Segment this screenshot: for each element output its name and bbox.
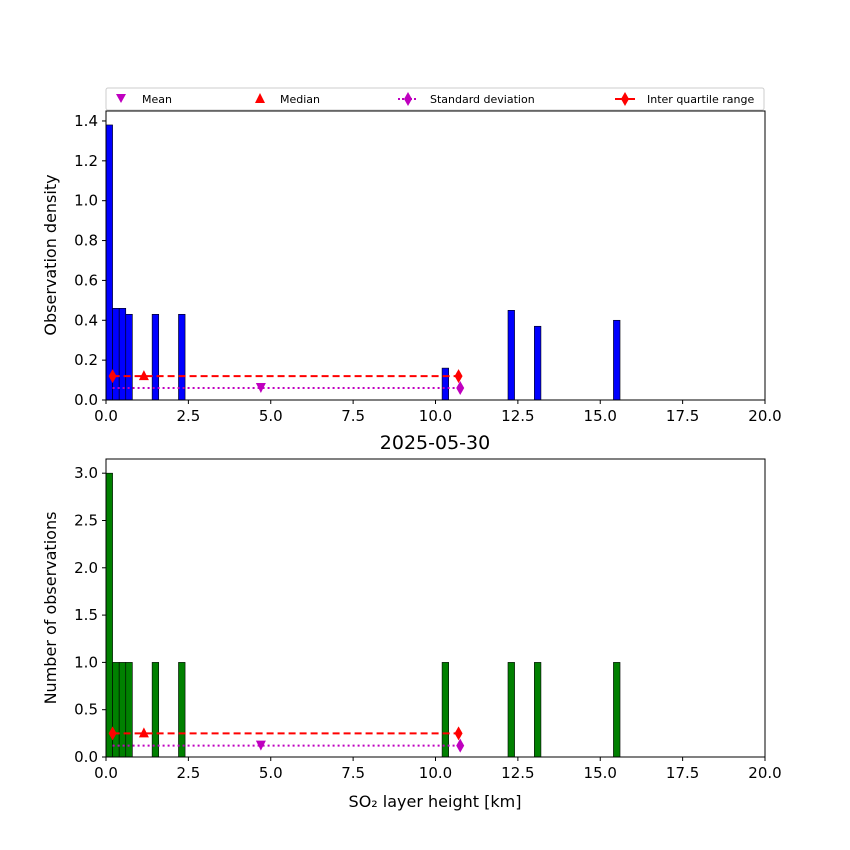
density-y-tick-label: 1.4 — [74, 112, 98, 130]
density-y-tick-label: 1.0 — [74, 192, 98, 210]
density-bar — [118, 308, 127, 401]
count-iqr-marker — [108, 726, 117, 741]
chart-title: 2025-05-30 — [380, 432, 490, 454]
count-bar — [112, 662, 120, 758]
density-y-tick-label: 0.2 — [74, 351, 98, 369]
count-mean-marker — [255, 740, 266, 751]
count-bar — [125, 662, 133, 758]
x-axis-label: SO₂ layer height [km] — [349, 792, 522, 811]
legend-label-iqr: Inter quartile range — [647, 93, 754, 106]
legend-label-median: Median — [280, 93, 320, 106]
count-bars — [105, 472, 621, 758]
density-iqr-marker — [454, 369, 463, 384]
count-bar — [151, 662, 160, 758]
count-y-tick-label: 0.5 — [74, 701, 98, 719]
count-bar — [178, 662, 186, 758]
count-histogram-panel: 2025-05-30 0.0 0.5 1.0 1.5 2.0 2.5 3.0 0.0 2.5 5… — [41, 432, 782, 811]
density-bar — [534, 325, 542, 401]
density-x-tick-label: 15.0 — [584, 407, 617, 425]
legend-entry-median: Median — [255, 93, 320, 106]
density-bar — [105, 124, 113, 401]
density-median-marker — [138, 370, 149, 381]
density-x-tick-label: 17.5 — [666, 407, 699, 425]
count-x-tick-label: 12.5 — [501, 764, 534, 782]
density-statistics — [108, 369, 465, 396]
count-median-marker — [138, 727, 149, 738]
density-y-tick-label: 0.4 — [74, 311, 98, 329]
density-x-tick-label: 20.0 — [748, 407, 781, 425]
density-y-tick-label: 0.0 — [74, 391, 98, 409]
density-bar — [441, 367, 449, 401]
count-x-tick-label: 10.0 — [419, 764, 452, 782]
iqr-marker-icon — [621, 92, 629, 106]
count-y-tick-label: 2.0 — [74, 559, 98, 577]
density-x-tick-label: 2.5 — [176, 407, 200, 425]
density-y-ticks: 0.0 0.2 0.4 0.6 0.8 1.0 1.2 1.4 — [74, 112, 106, 409]
count-y-ticks: 0.0 0.5 1.0 1.5 2.0 2.5 3.0 — [74, 464, 106, 766]
legend-label-mean: Mean — [142, 93, 172, 106]
count-x-tick-label: 7.5 — [341, 764, 365, 782]
density-x-tick-label: 0.0 — [94, 407, 118, 425]
density-std-marker — [456, 381, 465, 396]
count-iqr-marker — [454, 726, 463, 741]
density-x-tick-label: 12.5 — [501, 407, 534, 425]
count-y-tick-label: 1.0 — [74, 653, 98, 671]
density-histogram-panel: 0.0 0.2 0.4 0.6 0.8 1.0 1.2 1.4 0.0 2.5 5.0 7.5 10.… — [41, 110, 782, 425]
count-bar — [534, 662, 542, 758]
count-std-marker — [456, 738, 465, 753]
density-y-axis-label: Observation density — [41, 174, 60, 335]
legend-label-std: Standard deviation — [430, 93, 535, 106]
legend: Mean Median Standard deviation Inter qua… — [105, 87, 765, 111]
count-x-tick-label: 20.0 — [748, 764, 781, 782]
count-x-tick-label: 0.0 — [94, 764, 118, 782]
density-iqr-marker — [108, 369, 117, 384]
density-mean-marker — [255, 383, 266, 394]
density-bar — [507, 310, 515, 401]
density-bar — [613, 319, 621, 401]
count-x-tick-label: 2.5 — [176, 764, 200, 782]
count-x-ticks: 0.0 2.5 5.0 7.5 10.0 12.5 15.0 17.5 20.0 — [94, 757, 782, 782]
density-y-tick-label: 0.6 — [74, 271, 98, 289]
density-bar — [112, 308, 120, 401]
count-y-tick-label: 1.5 — [74, 606, 98, 624]
count-x-tick-label: 17.5 — [666, 764, 699, 782]
count-x-tick-label: 5.0 — [259, 764, 283, 782]
legend-entry-std: Standard deviation — [398, 92, 535, 106]
legend-entry-mean: Mean — [116, 93, 172, 106]
median-marker-icon — [255, 93, 265, 103]
legend-entry-iqr: Inter quartile range — [615, 92, 754, 106]
mean-marker-icon — [116, 94, 126, 103]
count-x-tick-label: 15.0 — [584, 764, 617, 782]
density-x-tick-label: 5.0 — [259, 407, 283, 425]
count-y-tick-label: 0.0 — [74, 748, 98, 766]
density-x-ticks: 0.0 2.5 5.0 7.5 10.0 12.5 15.0 17.5 20.0 — [94, 400, 782, 425]
count-bar — [507, 662, 515, 758]
density-x-tick-label: 7.5 — [341, 407, 365, 425]
count-bar — [613, 662, 621, 758]
count-y-tick-label: 3.0 — [74, 464, 98, 482]
density-x-tick-label: 10.0 — [419, 407, 452, 425]
count-y-axis-label: Number of observations — [41, 512, 60, 705]
count-bar — [441, 662, 449, 758]
count-statistics — [108, 726, 465, 753]
std-marker-icon — [404, 92, 412, 106]
density-y-tick-label: 1.2 — [74, 152, 98, 170]
count-bar — [105, 472, 113, 758]
density-y-tick-label: 0.8 — [74, 232, 98, 250]
count-y-tick-label: 2.5 — [74, 511, 98, 529]
count-bar — [118, 662, 127, 758]
